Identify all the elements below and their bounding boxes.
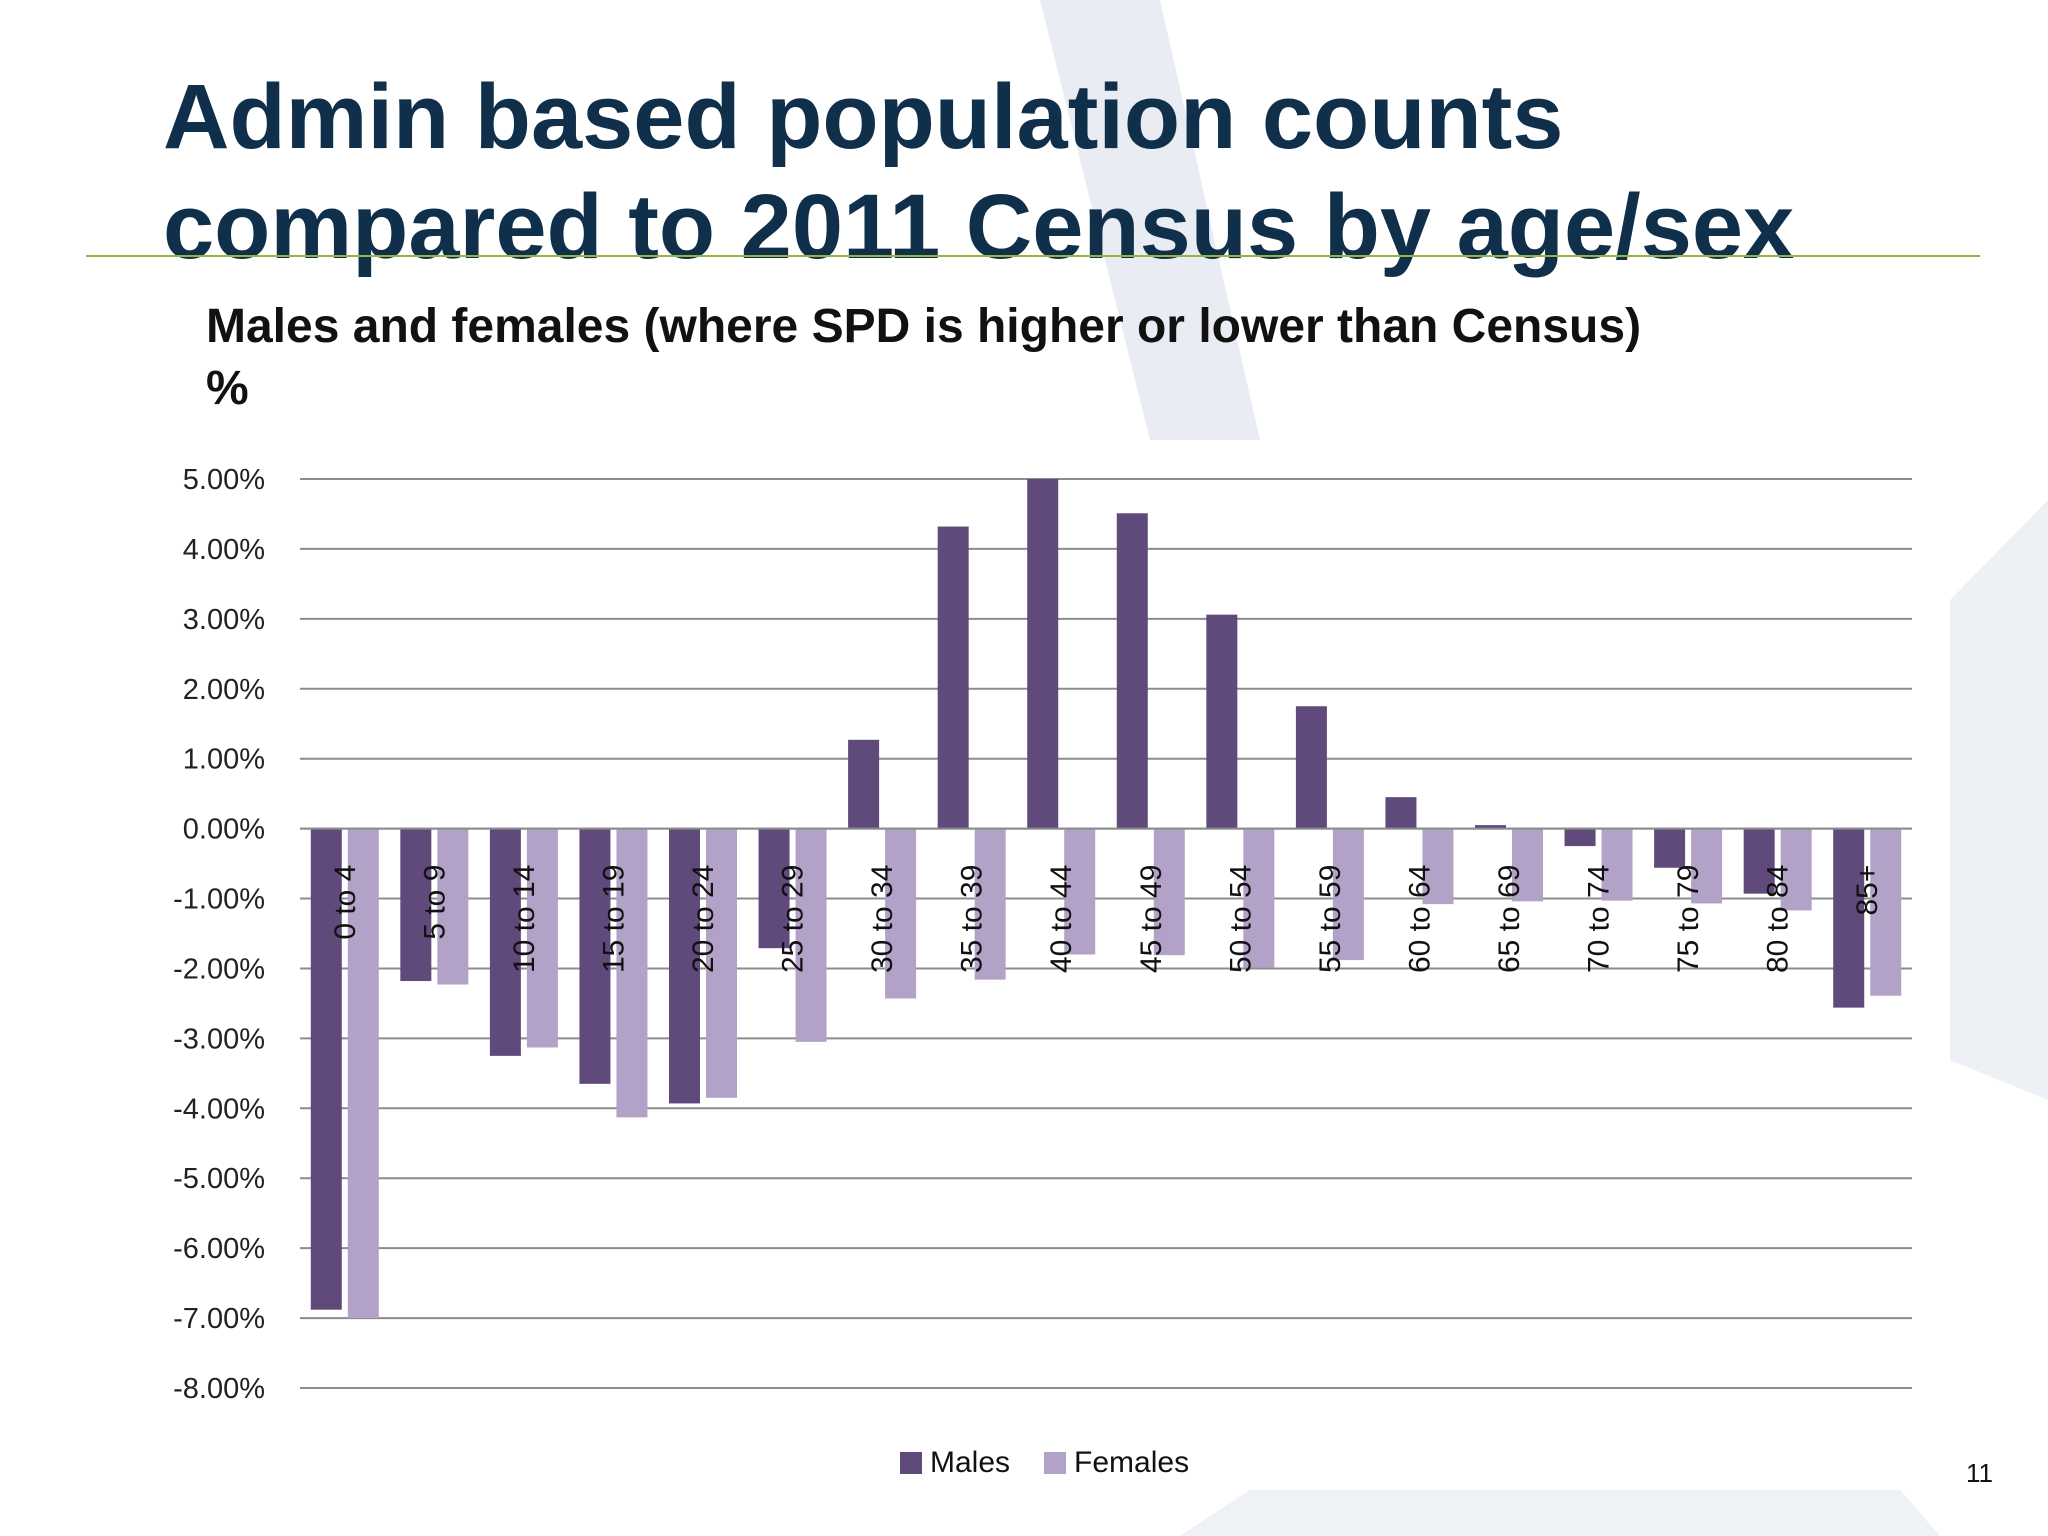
y-tick-label: -8.00% <box>173 1373 265 1405</box>
y-axis-tick-labels: 5.00% 4.00% 3.00% 2.00% 1.00% 0.00% -1.00% -2.0… <box>173 464 265 1405</box>
bar-males-6 <box>758 828 790 949</box>
bar-males-2 <box>400 828 432 982</box>
bar-females-13 <box>1422 828 1454 905</box>
legend-swatch-males <box>900 1452 922 1474</box>
y-tick-label: -3.00% <box>173 1023 265 1055</box>
background-shape <box>1950 500 2048 1100</box>
bar-females-15 <box>1601 828 1633 901</box>
y-tick-label: 2.00% <box>183 674 265 706</box>
category-label: 20 to 24 <box>687 865 720 973</box>
chart-title-line-2: % <box>206 362 249 415</box>
y-tick-label: -4.00% <box>173 1093 265 1125</box>
y-tick-label: 4.00% <box>183 534 265 566</box>
bar-females-9 <box>1064 828 1096 955</box>
bar-males-3 <box>489 828 521 1056</box>
bar-females-11 <box>1243 828 1275 968</box>
bar-males-18 <box>1833 828 1865 1008</box>
bar-females-3 <box>526 828 558 1048</box>
y-tick-label: -6.00% <box>173 1233 265 1265</box>
legend-label-males: Males <box>930 1446 1011 1479</box>
legend-swatch-females <box>1044 1452 1067 1474</box>
bar-females-5 <box>706 828 737 1098</box>
bar-females-10 <box>1153 828 1185 956</box>
bar-males-1 <box>310 828 342 1310</box>
y-tick-label: -2.00% <box>173 953 265 985</box>
category-label: 75 to 79 <box>1672 865 1705 973</box>
category-label: 80 to 84 <box>1762 865 1795 973</box>
y-tick-label: 3.00% <box>183 604 265 636</box>
category-label: 35 to 39 <box>956 865 989 973</box>
category-label: 0 to 4 <box>329 865 362 940</box>
bar-females-7 <box>885 828 917 999</box>
bar-males-4 <box>579 828 611 1084</box>
slide-number: 11 <box>1966 1458 1993 1488</box>
bar-females-17 <box>1780 828 1812 911</box>
bar-females-16 <box>1691 828 1723 904</box>
legend-label-females: Females <box>1074 1446 1190 1479</box>
slide-title: Admin based population counts compared t… <box>163 62 1794 282</box>
legend-item-males: Males <box>900 1446 1010 1480</box>
y-tick-label: 0.00% <box>183 814 265 846</box>
bar-males-16 <box>1654 828 1686 868</box>
y-tick-label: 1.00% <box>183 744 265 776</box>
bars <box>300 479 1912 1319</box>
bar-males-12 <box>1295 706 1327 829</box>
bar-females-18 <box>1870 828 1902 996</box>
category-label: 5 to 9 <box>418 865 451 940</box>
bar-males-10 <box>1116 513 1148 829</box>
category-label: 85+ <box>1851 865 1884 916</box>
bar-males-8 <box>937 526 969 829</box>
background-shape <box>1040 0 1260 440</box>
bar-males-13 <box>1385 797 1417 829</box>
legend-item-females: Females <box>1044 1446 1189 1480</box>
bar-females-8 <box>974 828 1006 980</box>
bar-females-2 <box>437 828 469 985</box>
y-tick-label: -7.00% <box>173 1303 265 1335</box>
category-label: 65 to 69 <box>1493 865 1526 973</box>
bar-males-11 <box>1206 614 1238 829</box>
title-divider <box>86 255 1980 257</box>
background-shape <box>1180 1490 1940 1536</box>
slide-title-line-1: Admin based population counts <box>163 66 1564 168</box>
bar-females-14 <box>1512 828 1543 902</box>
bar-males-17 <box>1743 828 1775 894</box>
bar-females-1 <box>347 828 379 1319</box>
chart-title-line-1: Males and females (where SPD is higher o… <box>206 300 1642 353</box>
bar-females-6 <box>795 828 827 1042</box>
bar-females-4 <box>616 828 648 1118</box>
y-tick-label: 5.00% <box>183 464 265 496</box>
y-tick-label: -1.00% <box>173 884 265 916</box>
category-label: 55 to 59 <box>1314 865 1347 973</box>
slide-title-line-2: compared to 2011 Census by age/sex <box>163 176 1795 278</box>
category-label: 10 to 14 <box>508 865 541 973</box>
bar-males-14 <box>1475 825 1506 829</box>
bar-males-5 <box>669 828 700 1104</box>
category-label: 50 to 54 <box>1224 865 1257 973</box>
bar-females-12 <box>1332 828 1364 961</box>
chart-title: Males and females (where SPD is higher o… <box>206 296 1641 420</box>
bar-males-7 <box>848 739 880 829</box>
category-labels: 0 to 4 5 to 9 10 to 14 15 to 19 20 to 24 25 t… <box>329 865 1884 973</box>
y-tick-label: -5.00% <box>173 1163 265 1195</box>
category-label: 45 to 49 <box>1135 865 1168 973</box>
bar-males-9 <box>1027 479 1059 829</box>
category-label: 60 to 64 <box>1403 865 1436 973</box>
category-label: 70 to 74 <box>1583 865 1616 973</box>
category-label: 25 to 29 <box>777 865 810 973</box>
category-label: 40 to 44 <box>1045 865 1078 973</box>
bar-males-15 <box>1564 828 1596 847</box>
category-label: 15 to 19 <box>597 865 630 973</box>
category-label: 30 to 34 <box>866 865 899 973</box>
chart-legend: Males Females <box>900 1446 1223 1480</box>
